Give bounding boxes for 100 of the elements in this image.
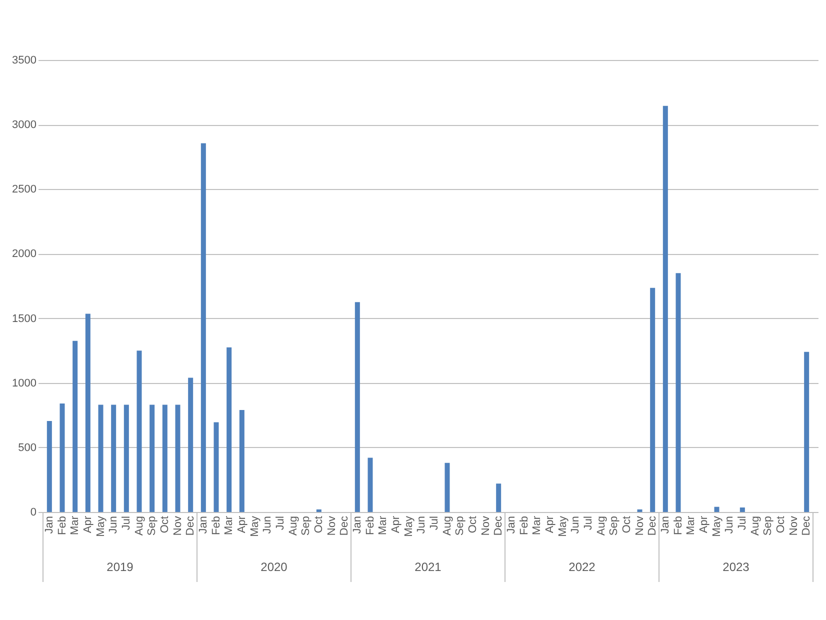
text: 2023	[722, 560, 750, 574]
x-tick-label: Mar	[223, 516, 236, 535]
x-tick-label: Jul	[582, 516, 594, 530]
bar	[368, 458, 373, 512]
y-tick-label: 3500	[12, 54, 36, 66]
y-tick-label: 1500	[12, 312, 36, 325]
x-tick-label: Feb	[672, 516, 684, 535]
bar	[162, 404, 168, 512]
x-tick-label: Apr	[544, 516, 556, 534]
bar	[650, 288, 656, 512]
x-tick-label: Oct	[466, 516, 479, 534]
bar	[804, 352, 810, 512]
bar	[662, 106, 668, 512]
text: 2021	[414, 560, 442, 574]
x-tick-label: Oct	[620, 516, 633, 534]
x-tick-label: Mar	[69, 516, 82, 535]
x-tick-label: Jun	[108, 516, 120, 534]
x-tick-label: Jan	[43, 516, 56, 534]
bar	[85, 314, 90, 512]
bar	[496, 484, 502, 512]
bar	[714, 506, 720, 512]
x-tick-label: Jun	[724, 516, 736, 534]
x-tick-label: Jan	[659, 516, 672, 534]
x-tick-label: Aug	[595, 516, 608, 536]
x-tick-label: Apr	[82, 516, 94, 534]
x-tick-label: Apr	[236, 516, 248, 534]
bar	[188, 378, 194, 512]
y-tick-label: 0	[30, 506, 36, 518]
x-tick-label: Mar	[685, 516, 698, 535]
x-tick-label: Dec	[800, 516, 813, 536]
x-tick-label: Apr	[698, 516, 710, 534]
y-tick-label: 3000	[12, 119, 36, 132]
y-tick-label: 500	[18, 442, 36, 454]
x-tick-label: May	[94, 516, 107, 537]
x-tick-label: Jul	[274, 516, 286, 530]
x-tick-label: Jul	[736, 516, 748, 530]
x-tick-label: Jul	[120, 516, 132, 530]
x-tick-label: Mar	[377, 516, 390, 535]
bar	[214, 422, 219, 512]
bar	[354, 302, 360, 512]
bar	[226, 347, 232, 512]
bar	[46, 420, 52, 512]
bar	[60, 404, 65, 512]
y-tick-label: 2000	[12, 248, 36, 260]
bar	[111, 404, 116, 512]
x-tick-label: Oct	[774, 516, 787, 534]
x-tick-label: Jul	[428, 516, 440, 530]
bar	[316, 509, 322, 512]
x-tick-label: Jun	[262, 516, 274, 534]
bar	[98, 404, 104, 512]
x-tick-label: Dec	[338, 516, 351, 536]
x-tick-label: Dec	[492, 516, 505, 536]
y-tick-label: 2500	[12, 184, 36, 196]
x-tick-label: Oct	[158, 516, 171, 534]
x-tick-label: Aug	[441, 516, 454, 536]
x-tick-label: Sep	[454, 516, 466, 536]
x-tick-label: May	[402, 516, 415, 537]
x-tick-label: Sep	[146, 516, 158, 536]
x-tick-label: Jan	[351, 516, 364, 534]
text: 2020	[260, 560, 288, 574]
x-tick-label: Nov	[480, 516, 492, 536]
x-tick-label: Feb	[364, 516, 376, 535]
x-tick-label: Jun	[570, 516, 582, 534]
bar	[150, 404, 155, 512]
x-tick-label: Feb	[518, 516, 530, 535]
x-tick-label: Nov	[326, 516, 338, 536]
x-tick-label: Mar	[531, 516, 544, 535]
text: 2022	[568, 560, 596, 574]
bar	[124, 404, 129, 512]
x-tick-label: Dec	[646, 516, 659, 536]
x-tick-label: Dec	[184, 516, 197, 536]
x-tick-label: Aug	[133, 516, 146, 536]
x-tick-label: Sep	[608, 516, 620, 536]
y-tick-label: 1000	[12, 377, 36, 390]
x-tick-label: Nov	[172, 516, 184, 536]
text: 2019	[106, 560, 134, 574]
bar	[637, 509, 642, 512]
x-tick-label: May	[556, 516, 569, 537]
bar	[676, 273, 681, 512]
x-tick-label: Aug	[749, 516, 762, 536]
x-tick-label: Oct	[312, 516, 325, 534]
bar	[200, 143, 206, 512]
x-tick-label: Sep	[762, 516, 774, 536]
bar	[740, 507, 745, 512]
x-tick-label: Aug	[287, 516, 300, 536]
x-tick-label: Sep	[300, 516, 312, 536]
x-tick-label: Jan	[505, 516, 518, 534]
x-tick-label: Feb	[56, 516, 68, 535]
bar	[444, 462, 450, 512]
x-tick-label: May	[710, 516, 723, 537]
bar	[72, 340, 78, 512]
bar	[136, 350, 142, 512]
bar	[175, 404, 180, 512]
x-tick-label: Apr	[390, 516, 402, 534]
x-tick-label: Jun	[416, 516, 428, 534]
x-tick-label: Nov	[788, 516, 800, 536]
x-tick-label: Nov	[634, 516, 646, 536]
x-tick-label: May	[248, 516, 261, 537]
x-tick-label: Jan	[197, 516, 210, 534]
bar	[239, 410, 244, 512]
